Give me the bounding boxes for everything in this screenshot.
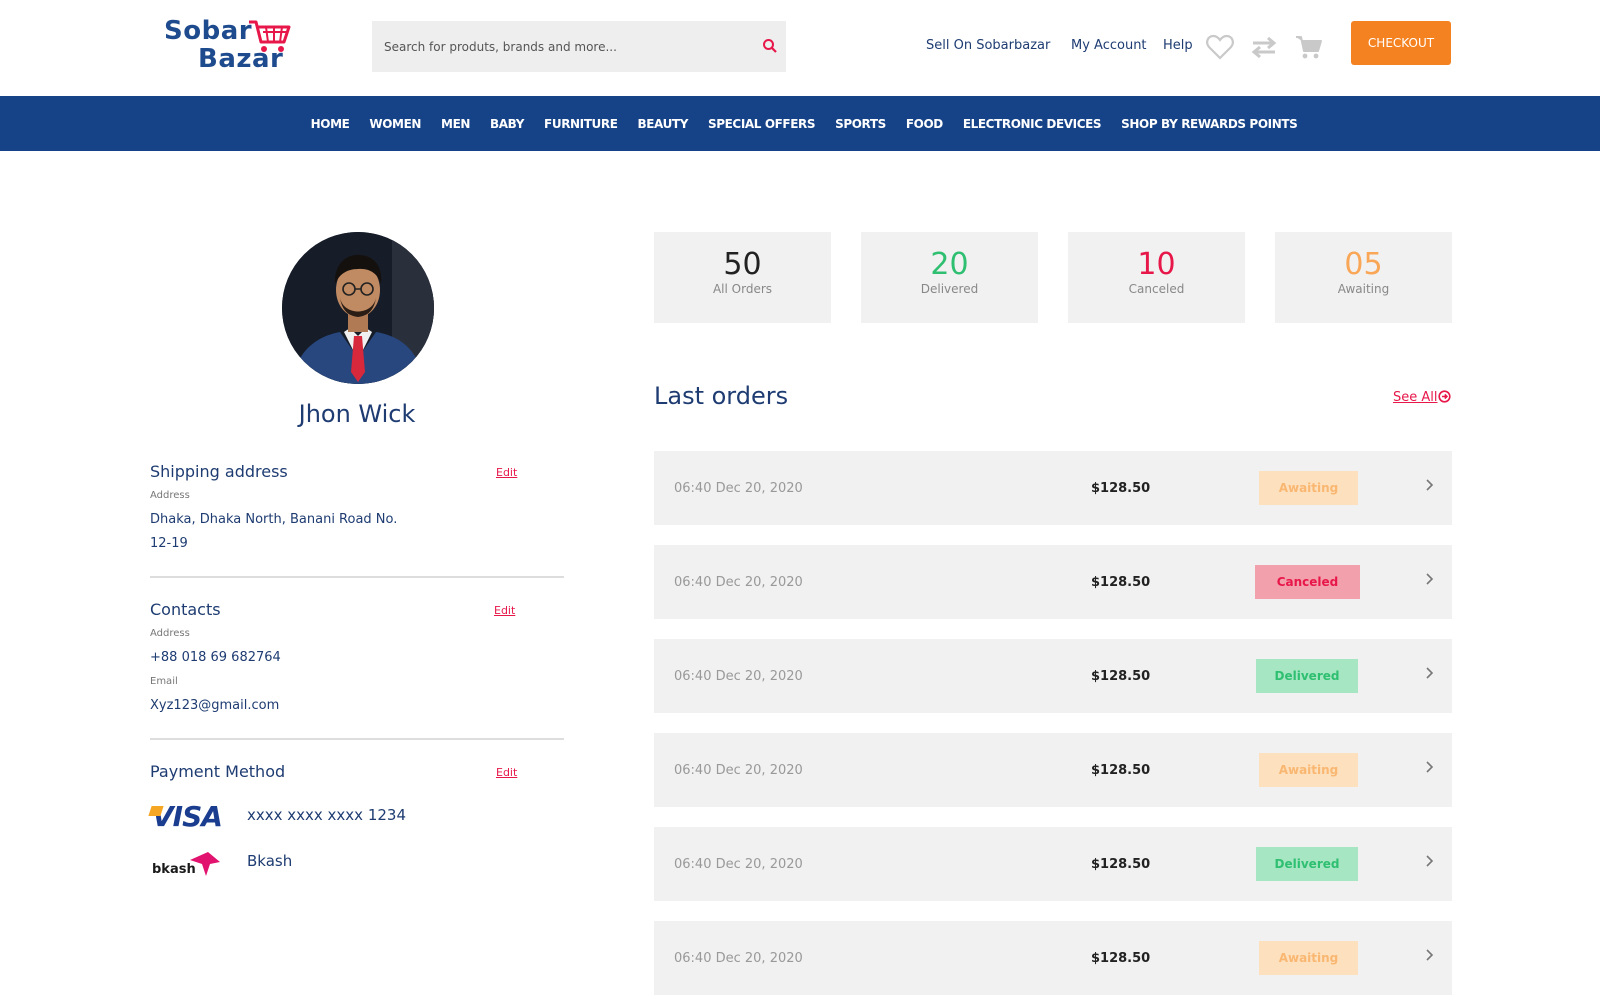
edit-shipping-link[interactable]: Edit — [496, 466, 518, 479]
order-date: 06:40 Dec 20, 2020 — [674, 951, 803, 966]
search-input[interactable] — [372, 21, 752, 72]
shipping-address-label: Address — [150, 490, 190, 501]
visa-logo-text: VISA — [152, 800, 223, 833]
see-all-link[interactable]: See All — [1393, 390, 1438, 405]
order-row[interactable]: 06:40 Dec 20, 2020 $128.50 Delivered — [654, 827, 1452, 901]
chevron-right-icon[interactable] — [1424, 854, 1434, 868]
order-date: 06:40 Dec 20, 2020 — [674, 669, 803, 684]
stat-delivered[interactable]: 20 Delivered — [861, 232, 1038, 323]
compare-arrows-icon[interactable] — [1250, 34, 1278, 60]
phone-label: Address — [150, 628, 190, 639]
nav-item-baby[interactable]: BABY — [490, 116, 525, 131]
avatar-image — [282, 232, 434, 384]
contacts-title: Contacts — [150, 600, 221, 619]
nav-item-furniture[interactable]: FURNITURE — [544, 116, 618, 131]
visa-logo: VISA — [148, 800, 223, 834]
chevron-right-icon[interactable] — [1424, 478, 1434, 492]
stat-canceled[interactable]: 10 Canceled — [1068, 232, 1245, 323]
nav-item-electronic-devices[interactable]: ELECTRONIC DEVICES — [962, 116, 1102, 131]
bkash-logo-text: bkash — [152, 862, 196, 877]
nav-item-sports[interactable]: SPORTS — [835, 116, 886, 131]
stat-label: Awaiting — [1337, 282, 1390, 296]
shipping-address-line1: Dhaka, Dhaka North, Banani Road No. — [150, 512, 398, 527]
phone-value: +88 018 69 682764 — [150, 650, 281, 665]
status-badge: Awaiting — [1259, 471, 1358, 505]
avatar — [282, 232, 434, 384]
main-nav: HOME WOMEN MEN BABY FURNITURE BEAUTY SPE… — [0, 96, 1600, 151]
stat-value: 05 — [1344, 247, 1383, 282]
profile-name: Jhon Wick — [298, 400, 416, 428]
order-price: $128.50 — [1091, 857, 1151, 872]
chevron-right-icon[interactable] — [1424, 666, 1434, 680]
order-date: 06:40 Dec 20, 2020 — [674, 481, 803, 496]
arrow-circle-right-icon[interactable] — [1438, 390, 1451, 403]
my-account-link[interactable]: My Account — [1071, 38, 1147, 53]
order-row[interactable]: 06:40 Dec 20, 2020 $128.50 Awaiting — [654, 733, 1452, 807]
email-label: Email — [150, 676, 178, 687]
chevron-right-icon[interactable] — [1424, 760, 1434, 774]
status-badge: Delivered — [1256, 847, 1358, 881]
order-price: $128.50 — [1091, 575, 1151, 590]
stat-awaiting[interactable]: 05 Awaiting — [1275, 232, 1452, 323]
stat-label: Canceled — [1128, 282, 1185, 296]
nav-item-women[interactable]: WOMEN — [369, 116, 422, 131]
shipping-address-line2: 12-19 — [150, 536, 188, 551]
email-value: Xyz123@gmail.com — [150, 698, 280, 713]
nav-item-men[interactable]: MEN — [441, 116, 471, 131]
bkash-bird-icon — [190, 852, 220, 876]
order-row[interactable]: 06:40 Dec 20, 2020 $128.50 Awaiting — [654, 451, 1452, 525]
search-icon[interactable] — [762, 38, 778, 54]
order-price: $128.50 — [1091, 481, 1151, 496]
logo-cart-icon — [249, 20, 291, 52]
order-date: 06:40 Dec 20, 2020 — [674, 763, 803, 778]
site-header: Sobar Bazar Sell On Sobarbazar My Accoun… — [0, 0, 1600, 96]
chevron-right-icon[interactable] — [1424, 948, 1434, 962]
logo-word-bazar: Bazar — [198, 44, 284, 74]
bkash-logo: bkash — [150, 850, 222, 880]
status-badge: Awaiting — [1259, 941, 1358, 975]
stat-label: Delivered — [920, 282, 979, 296]
order-price: $128.50 — [1091, 951, 1151, 966]
help-link[interactable]: Help — [1163, 38, 1193, 53]
stat-value: 20 — [930, 247, 969, 282]
nav-item-special-offers[interactable]: SPECIAL OFFERS — [708, 116, 816, 131]
stat-value: 50 — [723, 247, 762, 282]
status-badge: Canceled — [1255, 565, 1360, 599]
order-date: 06:40 Dec 20, 2020 — [674, 857, 803, 872]
stat-all-orders[interactable]: 50 All Orders — [654, 232, 831, 323]
edit-payment-link[interactable]: Edit — [496, 766, 518, 779]
nav-item-beauty[interactable]: BEAUTY — [637, 116, 689, 131]
order-price: $128.50 — [1091, 763, 1151, 778]
bkash-label: Bkash — [247, 852, 293, 870]
last-orders-title: Last orders — [654, 382, 789, 410]
nav-item-home[interactable]: HOME — [310, 116, 350, 131]
nav-item-rewards[interactable]: SHOP BY REWARDS POINTS — [1121, 116, 1298, 131]
order-row[interactable]: 06:40 Dec 20, 2020 $128.50 Delivered — [654, 639, 1452, 713]
checkout-button[interactable]: CHECKOUT — [1351, 21, 1451, 65]
sell-link[interactable]: Sell On Sobarbazar — [926, 38, 1051, 53]
status-badge: Awaiting — [1259, 753, 1358, 787]
order-row[interactable]: 06:40 Dec 20, 2020 $128.50 Canceled — [654, 545, 1452, 619]
edit-contacts-link[interactable]: Edit — [494, 604, 516, 617]
order-date: 06:40 Dec 20, 2020 — [674, 575, 803, 590]
shipping-address-title: Shipping address — [150, 462, 288, 481]
chevron-right-icon[interactable] — [1424, 572, 1434, 586]
brand-logo[interactable]: Sobar Bazar — [164, 14, 298, 78]
order-row[interactable]: 06:40 Dec 20, 2020 $128.50 Awaiting — [654, 921, 1452, 995]
heart-icon[interactable] — [1206, 34, 1234, 60]
search-bar — [372, 21, 786, 72]
logo-word-sobar: Sobar — [164, 16, 253, 46]
visa-card-number: xxxx xxxx xxxx 1234 — [247, 806, 407, 824]
stat-value: 10 — [1137, 247, 1176, 282]
nav-item-food[interactable]: FOOD — [905, 116, 943, 131]
status-badge: Delivered — [1256, 659, 1358, 693]
cart-icon[interactable] — [1295, 34, 1323, 60]
section-divider — [150, 738, 564, 740]
stat-label: All Orders — [712, 282, 773, 296]
payment-method-title: Payment Method — [150, 762, 286, 781]
order-price: $128.50 — [1091, 669, 1151, 684]
section-divider — [150, 576, 564, 578]
